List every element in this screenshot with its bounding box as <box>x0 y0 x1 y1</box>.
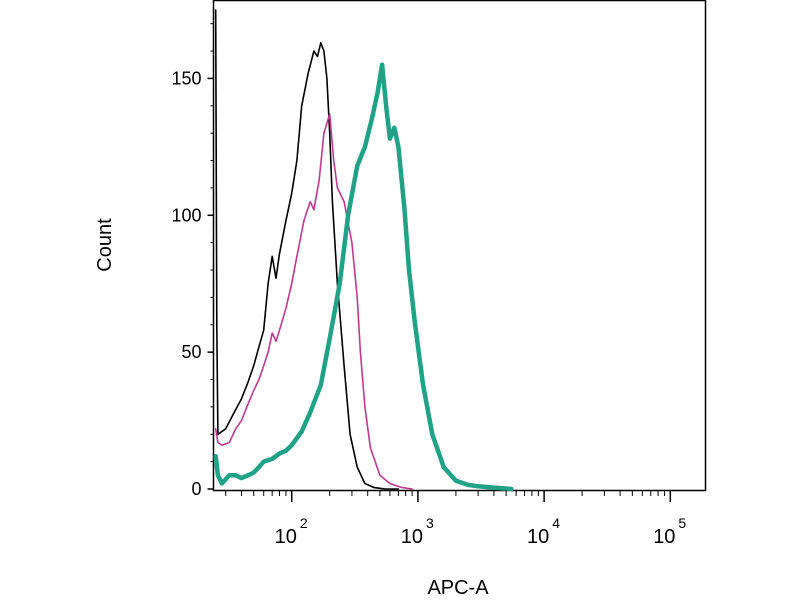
y-tick-label: 0 <box>191 479 201 499</box>
series-layer <box>213 9 514 492</box>
x-tick-label-exponent: 4 <box>552 515 560 531</box>
x-tick-label-exponent: 5 <box>678 515 686 531</box>
plot-area <box>212 0 707 492</box>
x-tick-label-base: 10 <box>527 526 549 548</box>
y-axis: 0 50 100 150 <box>171 23 214 499</box>
y-tick-label: 100 <box>171 205 201 225</box>
x-tick-label-exponent: 3 <box>426 515 434 531</box>
y-axis-label: Count <box>94 218 116 272</box>
x-tick-label-exponent: 2 <box>300 515 308 531</box>
x-tick-label-base: 10 <box>275 526 297 548</box>
histogram-series-2 <box>214 113 413 490</box>
x-tick-label-base: 10 <box>653 526 675 548</box>
histogram-series-3 <box>213 62 514 492</box>
x-axis-label: APC-A <box>427 577 489 599</box>
x-tick-label-base: 10 <box>401 526 423 548</box>
y-tick-label: 50 <box>181 342 201 362</box>
histogram-series-1 <box>214 9 400 490</box>
y-tick-label: 150 <box>171 68 201 88</box>
